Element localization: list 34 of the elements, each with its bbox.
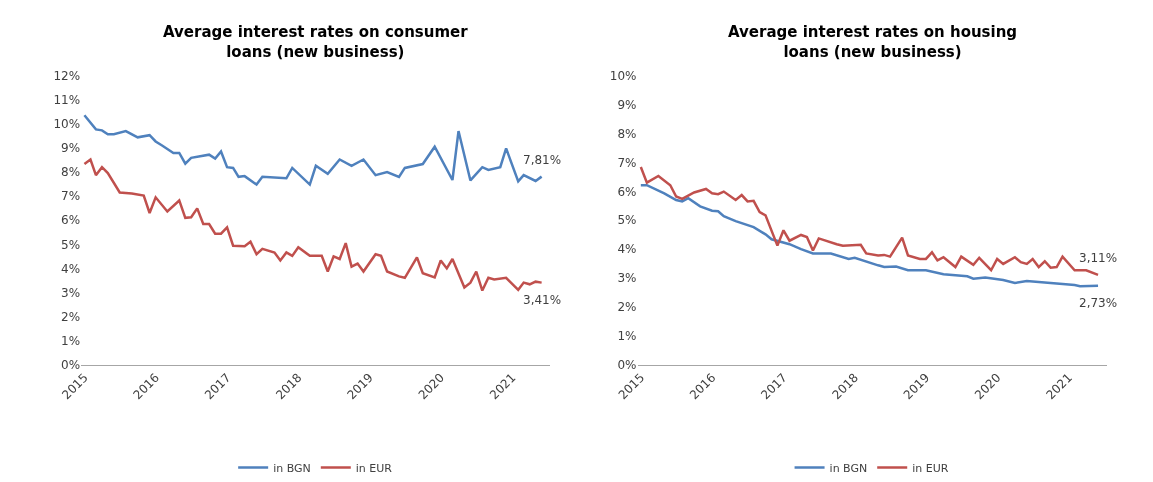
y-tick-label: 5% <box>617 213 637 228</box>
y-tick-label: 4% <box>617 242 637 257</box>
y-tick-label: 10% <box>53 117 81 132</box>
y-tick-label: 4% <box>61 261 81 276</box>
y-tick-label: 3% <box>61 285 81 300</box>
annotation: 3,11% <box>1079 251 1118 265</box>
legend-label: in EUR <box>355 461 393 475</box>
annotation: 3,41% <box>523 293 562 307</box>
y-tick-label: 2% <box>61 309 81 324</box>
y-tick-label: 8% <box>617 126 637 141</box>
y-tick-label: 5% <box>61 237 81 252</box>
y-tick-label: 6% <box>61 213 81 228</box>
y-tick-label: 9% <box>617 97 637 112</box>
chart-title: Average interest rates on consumer loans (new business) <box>163 23 469 61</box>
y-tick-label: 7% <box>61 189 81 204</box>
legend-label: in BGN <box>829 461 868 475</box>
annotation: 2,73% <box>1079 296 1118 310</box>
y-tick-label: 7% <box>617 155 637 170</box>
chart-title: Average interest rates on housing loans (new business) <box>728 23 1018 61</box>
y-tick-label: 11% <box>53 92 81 107</box>
y-tick-label: 0% <box>617 357 637 372</box>
y-tick-label: 1% <box>617 329 637 344</box>
y-tick-label: 8% <box>61 165 81 180</box>
y-tick-label: 6% <box>617 184 637 199</box>
y-tick-label: 1% <box>61 333 81 348</box>
y-tick-label: 12% <box>53 68 81 83</box>
y-tick-label: 3% <box>617 271 637 286</box>
legend-label: in EUR <box>912 461 949 475</box>
y-tick-label: 2% <box>617 300 637 315</box>
y-tick-label: 10% <box>609 68 637 83</box>
y-tick-label: 0% <box>61 357 81 372</box>
y-tick-label: 9% <box>61 141 81 156</box>
legend-label: in BGN <box>273 461 311 475</box>
annotation: 7,81% <box>523 153 562 167</box>
